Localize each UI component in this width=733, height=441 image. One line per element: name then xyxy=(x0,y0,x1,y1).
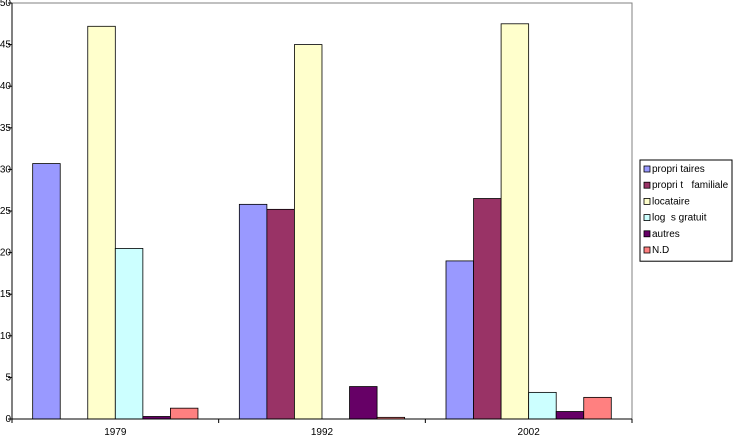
legend: propri taires propri t familiale locataire… xyxy=(639,159,733,262)
bar xyxy=(349,386,378,420)
bars-group xyxy=(32,23,612,420)
legend-box xyxy=(639,159,733,262)
y-tick-label: 45 xyxy=(0,40,11,51)
bar xyxy=(555,411,585,420)
y-tick-label: 15 xyxy=(0,289,11,300)
bar xyxy=(114,248,144,420)
bar xyxy=(238,203,268,420)
axes-group: 0 5 10 15 20 25 30 35 40 45 50 1979 1992 2002 xyxy=(0,0,633,438)
bar xyxy=(583,396,612,420)
legend-label: propri t familiale xyxy=(652,180,729,191)
bar xyxy=(266,208,295,420)
bar xyxy=(528,391,557,420)
bar xyxy=(32,163,61,420)
y-tick-label: 30 xyxy=(0,164,11,175)
bar xyxy=(170,407,199,420)
legend-swatch xyxy=(643,165,651,173)
y-tick-label: 5 xyxy=(5,372,11,383)
legend-label: autres xyxy=(652,229,680,240)
legend-label: propri taires xyxy=(652,164,705,175)
legend-swatch xyxy=(643,230,651,238)
y-tick-label: 10 xyxy=(0,331,11,342)
legend-swatch xyxy=(643,197,651,205)
legend-swatch xyxy=(643,214,651,222)
legend-swatch xyxy=(643,181,651,189)
bar xyxy=(445,260,474,420)
x-tick-label: 2002 xyxy=(518,427,541,438)
bar xyxy=(473,198,502,420)
y-tick-label: 0 xyxy=(5,414,11,425)
legend-label: N.D xyxy=(652,245,669,256)
x-tick-label: 1992 xyxy=(311,427,334,438)
x-tick-label: 1979 xyxy=(104,427,127,438)
legend-label: log s gratuit xyxy=(652,213,707,224)
bar xyxy=(87,25,116,420)
bar xyxy=(500,23,530,420)
bar xyxy=(294,44,323,420)
y-tick-label: 35 xyxy=(0,123,11,134)
y-tick-label: 40 xyxy=(0,81,11,92)
y-tick-label: 25 xyxy=(0,206,11,217)
legend-label: locataire xyxy=(652,196,690,207)
y-tick-label: 50 xyxy=(0,0,11,9)
y-tick-label: 20 xyxy=(0,248,11,259)
legend-swatch xyxy=(643,246,651,254)
